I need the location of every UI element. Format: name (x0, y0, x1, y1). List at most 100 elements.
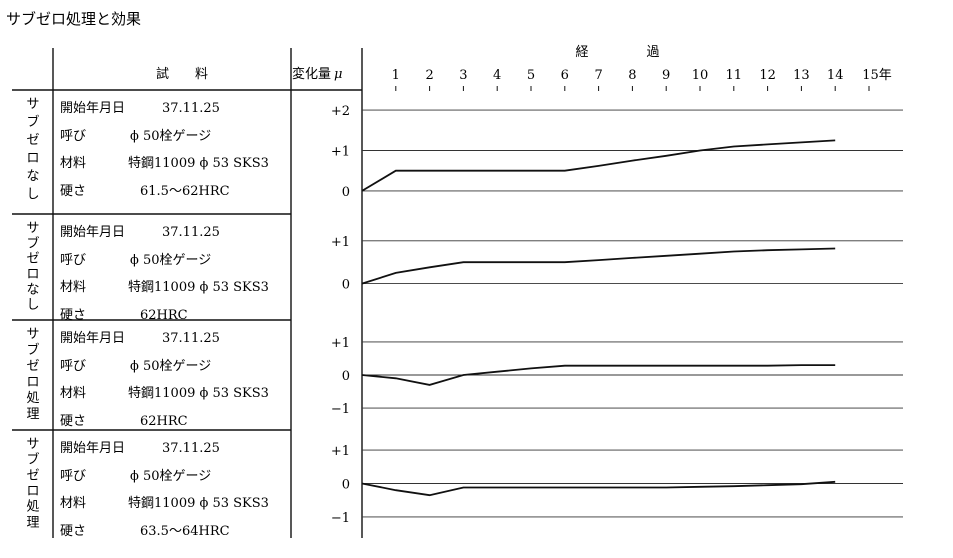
y-tick-label: 0 (342, 369, 350, 384)
info-value: 37.11.25 (162, 101, 220, 116)
info-value: 62HRC (140, 308, 188, 323)
header-mu: μ (334, 67, 342, 82)
panel-label-char: 処 (26, 500, 39, 515)
panel-label-char: サ (26, 97, 39, 112)
series-line (361, 364, 836, 386)
x-tick-label-15: 15年 (862, 68, 892, 83)
panel-label-char: ゼ (26, 133, 39, 148)
info-value: ϕ 50栓ゲージ (130, 359, 211, 374)
panel-label-char: ロ (26, 151, 39, 166)
x-tick-label-5: 5 (527, 68, 535, 83)
info-key: 硬さ (60, 414, 86, 429)
y-tick-label: 0 (342, 278, 350, 293)
panel-label-char: ブ (26, 342, 39, 358)
panel-label-char: サ (26, 221, 39, 236)
x-tick-label-12: 12 (759, 68, 776, 83)
info-value: 特鋼11009 ϕ 53 SKS3 (128, 496, 269, 511)
x-tick-label-11: 11 (726, 68, 743, 83)
info-value: 37.11.25 (162, 331, 220, 346)
x-tick-label-3: 3 (459, 68, 467, 83)
info-key: 硬さ (60, 524, 86, 539)
info-key: 硬さ (60, 184, 86, 199)
info-key: 呼び (60, 253, 86, 268)
info-value: 63.5〜64HRC (140, 524, 230, 539)
header-change: 変化量 μ (292, 66, 342, 82)
header-change-text: 変化量 (292, 66, 331, 82)
info-value: ϕ 50栓ゲージ (130, 253, 211, 268)
info-key: 呼び (60, 469, 86, 484)
info-key: 材料 (60, 386, 86, 401)
info-value: 特鋼11009 ϕ 53 SKS3 (128, 156, 269, 171)
panel-label-char: ロ (26, 484, 39, 499)
panel-label-char: ゼ (26, 359, 39, 374)
x-tick-label-13: 13 (793, 68, 810, 83)
x-tick-label-7: 7 (594, 68, 602, 83)
x-tick-label-1: 1 (392, 68, 400, 83)
info-value: 特鋼11009 ϕ 53 SKS3 (128, 280, 269, 295)
x-tick-label-2: 2 (425, 68, 433, 83)
panel-label-char: ロ (26, 267, 39, 282)
header-elapsed-1: 経 (575, 45, 588, 60)
info-value: 61.5〜62HRC (140, 184, 230, 199)
x-tick-label-9: 9 (662, 68, 670, 83)
info-key: 呼び (60, 129, 86, 144)
series-line (361, 139, 836, 192)
panel-label-char: し (26, 187, 39, 202)
y-tick-label: +1 (331, 444, 350, 459)
panel-label-char: ブ (26, 114, 39, 130)
x-tick-label-14: 14 (827, 68, 844, 83)
panel-label-char: 理 (26, 407, 39, 422)
panel-label-char: サ (26, 327, 39, 342)
x-tick-label-6: 6 (561, 68, 569, 83)
header-sample: 試 料 (156, 66, 208, 82)
y-tick-label: 0 (342, 185, 350, 200)
x-tick-label-4: 4 (493, 68, 501, 83)
x-tick-label-8: 8 (628, 68, 636, 83)
panel-label-char: ゼ (26, 468, 39, 483)
x-tick-label-10: 10 (692, 68, 709, 83)
info-key: 開始年月日 (60, 441, 125, 456)
info-value: 62HRC (140, 414, 188, 429)
panel-label-char: ブ (26, 452, 39, 468)
y-tick-label: +1 (331, 145, 350, 160)
series-line (361, 247, 836, 285)
info-key: 硬さ (60, 308, 86, 323)
panel-label-char: な (26, 169, 39, 184)
panel-label-char: ロ (26, 375, 39, 390)
header-elapsed-2: 過 (646, 45, 659, 60)
info-key: 開始年月日 (60, 331, 125, 346)
y-tick-label: +2 (331, 104, 350, 119)
panel-label-char: ゼ (26, 252, 39, 267)
info-key: 呼び (60, 359, 86, 374)
y-tick-label: +1 (331, 235, 350, 250)
info-value: ϕ 50栓ゲージ (130, 469, 211, 484)
info-key: 材料 (60, 156, 86, 171)
y-tick-label: +1 (331, 336, 350, 351)
table-frame (12, 48, 363, 538)
chart-title: サブゼロ処理と効果 (6, 10, 141, 28)
y-tick-label: −1 (331, 402, 350, 417)
info-key: 開始年月日 (60, 101, 125, 116)
panel-label-char: な (26, 282, 39, 297)
panel-label-char: 処 (26, 391, 39, 406)
y-tick-label: 0 (342, 478, 350, 493)
y-tick-label: −1 (331, 511, 350, 526)
info-key: 開始年月日 (60, 225, 125, 240)
info-key: 材料 (60, 496, 86, 511)
panel-label-char: サ (26, 437, 39, 452)
info-value: 37.11.25 (162, 225, 220, 240)
x-tick-labels: 1 2 3 4 5 6 7 8 9 10 11 12 13 14 15年 (392, 68, 892, 91)
panel-label-char: ブ (26, 235, 39, 251)
panel-label-char: し (26, 298, 39, 313)
info-value: 37.11.25 (162, 441, 220, 456)
info-value: ϕ 50栓ゲージ (130, 129, 211, 144)
info-value: 特鋼11009 ϕ 53 SKS3 (128, 386, 269, 401)
info-key: 材料 (60, 280, 86, 295)
panel-label-char: 理 (26, 515, 39, 530)
